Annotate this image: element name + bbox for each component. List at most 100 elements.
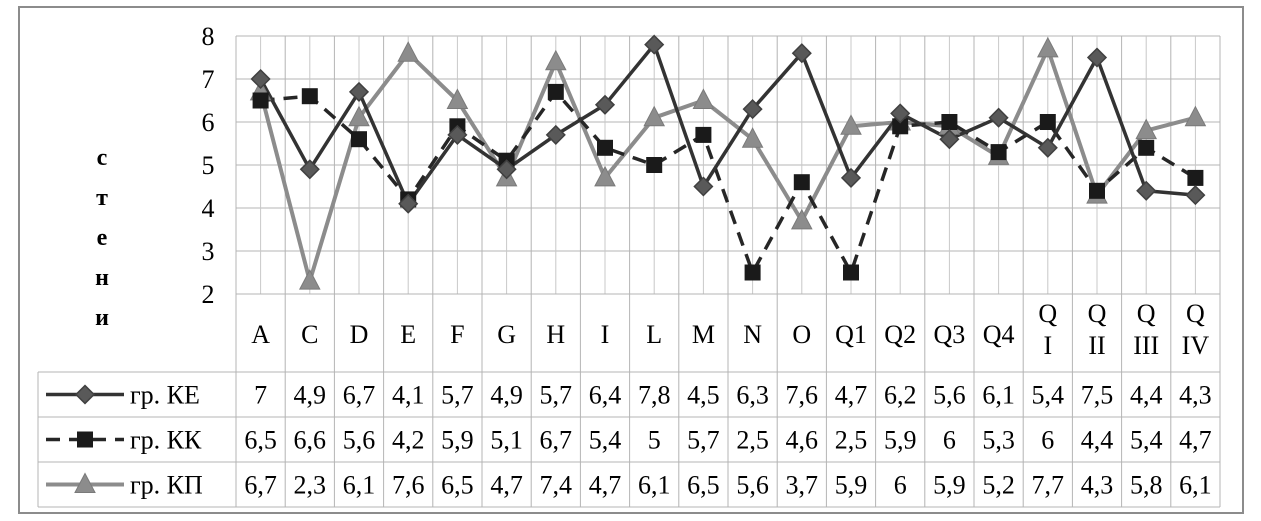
- data-point: [1039, 114, 1056, 130]
- data-label: 5,9: [933, 471, 966, 500]
- category-label: D: [350, 320, 369, 349]
- legend-marker: [74, 384, 96, 405]
- data-point: [545, 124, 566, 145]
- data-point: [1089, 182, 1105, 199]
- data-label: 4,5: [687, 381, 720, 410]
- data-label: 5,6: [736, 471, 769, 500]
- data-label: 5,4: [589, 426, 622, 455]
- data-point: [1036, 36, 1059, 58]
- data-label: 4,7: [1179, 426, 1212, 455]
- data-label: 7: [254, 381, 267, 410]
- data-point: [397, 41, 420, 62]
- category-label: O: [792, 320, 811, 349]
- data-point: [1185, 185, 1206, 206]
- data-label: 5,8: [1130, 471, 1163, 500]
- category-label: N: [743, 320, 762, 349]
- data-point: [1187, 169, 1204, 186]
- data-label: 7,7: [1032, 471, 1065, 500]
- series-line-2: [260, 90, 1197, 275]
- data-label: 4,1: [392, 381, 425, 410]
- data-point: [298, 269, 321, 290]
- data-label: 3,7: [786, 471, 819, 500]
- data-point: [348, 105, 370, 127]
- data-label: 5,7: [540, 381, 573, 410]
- data-label: 6,1: [1179, 471, 1212, 500]
- y-axis-label-letter: н: [95, 265, 109, 291]
- y-tick-label: 5: [202, 151, 215, 180]
- data-label: 6,1: [638, 471, 671, 500]
- data-label: 6,5: [244, 426, 277, 455]
- category-label: Q3: [934, 320, 966, 349]
- data-point: [252, 92, 269, 109]
- data-point: [398, 193, 419, 214]
- data-point: [594, 165, 616, 187]
- data-label: 4,7: [589, 471, 622, 500]
- legend-label: гр. КК: [130, 426, 202, 455]
- data-label: 7,6: [392, 471, 425, 500]
- data-point: [843, 264, 859, 281]
- data-point: [1138, 139, 1155, 156]
- data-label: 6,5: [687, 471, 720, 500]
- data-point: [790, 208, 813, 230]
- data-label: 6,7: [540, 426, 573, 455]
- data-point: [1136, 180, 1157, 201]
- data-label: 5,9: [441, 426, 474, 455]
- category-label: E: [400, 320, 416, 349]
- data-point: [742, 99, 763, 120]
- data-point: [351, 131, 367, 148]
- y-axis-label-letter: с: [96, 145, 108, 171]
- data-point: [840, 167, 862, 188]
- data-label: 7,5: [1081, 381, 1114, 410]
- data-label: 5,7: [441, 381, 474, 410]
- y-axis-label-letter: е: [96, 225, 108, 251]
- data-label: 6: [943, 426, 956, 455]
- category-label: Q IV: [1182, 299, 1210, 360]
- category-label: I: [601, 320, 610, 349]
- data-label: 6,7: [244, 471, 277, 500]
- category-label: H: [546, 320, 565, 349]
- category-label: L: [646, 320, 662, 349]
- data-point: [744, 264, 761, 281]
- data-label: 5,6: [343, 426, 376, 455]
- data-point: [299, 159, 320, 180]
- data-point: [301, 88, 318, 105]
- data-point: [693, 176, 714, 197]
- data-label: 4,9: [490, 381, 523, 410]
- data-label: 5,9: [884, 426, 917, 455]
- data-point: [594, 94, 616, 115]
- chart-frame: [18, 6, 1244, 514]
- data-label: 5,2: [982, 471, 1015, 500]
- data-label: 6,6: [294, 426, 327, 455]
- series-line-1: [259, 42, 1196, 206]
- data-label: 6,2: [884, 381, 917, 410]
- data-label: 2,5: [736, 426, 769, 455]
- data-label: 7,4: [540, 471, 573, 500]
- y-tick-label: 7: [202, 65, 215, 94]
- data-label: 2,3: [294, 471, 327, 500]
- category-label: Q II: [1088, 299, 1107, 360]
- data-label: 6: [894, 471, 907, 500]
- category-label: F: [450, 320, 464, 349]
- data-label: 5,1: [490, 426, 523, 455]
- data-label: 4,9: [294, 381, 327, 410]
- data-label: 6,7: [343, 381, 376, 410]
- category-label: Q III: [1133, 299, 1159, 360]
- category-label: Q1: [835, 320, 867, 349]
- data-label: 4,7: [490, 471, 523, 500]
- data-point: [941, 114, 958, 130]
- y-axis-label-letter: т: [96, 185, 108, 211]
- data-point: [644, 34, 665, 55]
- category-label: A: [251, 320, 270, 349]
- data-point: [695, 126, 712, 143]
- legend-marker: [74, 472, 96, 493]
- data-label: 5,7: [687, 426, 720, 455]
- data-label: 7,6: [786, 381, 819, 410]
- y-tick-label: 8: [202, 22, 215, 51]
- data-point: [892, 118, 909, 135]
- category-label: C: [301, 320, 318, 349]
- data-label: 6,4: [589, 381, 622, 410]
- data-point: [597, 139, 613, 156]
- data-label: 5,3: [982, 426, 1015, 455]
